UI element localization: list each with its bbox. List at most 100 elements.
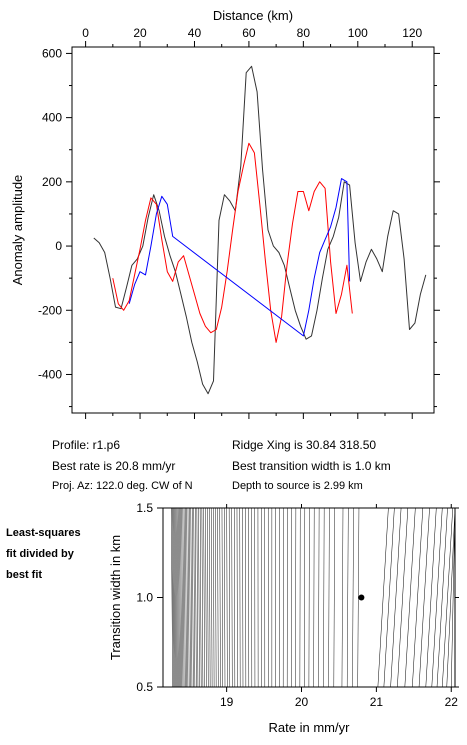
contour-line [228,507,231,688]
contour-line [442,507,454,688]
contour-line [186,507,189,688]
width-tick-label: 1.0 [136,591,153,605]
series-line-2 [112,142,353,343]
side-caption-line-1: Least-squares [6,527,81,539]
contour-line [196,507,199,688]
side-caption-line-3: best fit [6,569,43,581]
contour-line [224,507,226,688]
width-tick-label: 1.5 [136,501,153,515]
rate-tick-label: 22 [445,695,459,709]
contour-line [404,507,416,688]
side-caption-line-2: fit divided by [6,548,74,560]
y-tick-label: -400 [38,367,62,381]
contour-line [328,507,330,688]
contour-line [390,507,402,688]
contour-line [185,507,187,688]
contour-line [383,507,395,688]
contour-line [425,507,437,688]
contour-line [346,507,349,688]
contour-line [313,507,315,688]
contour-line [226,507,228,688]
top-plot-frame [71,46,435,414]
side-caption: Least-squares fit divided by best fit [6,523,81,586]
contour-line [213,507,215,688]
series-line-3 [128,178,351,337]
x-tick-label: 80 [297,26,311,40]
rate-tick-label: 20 [295,695,309,709]
contour-line [183,507,186,688]
contour-line [173,507,176,688]
contour-line [323,507,325,688]
misfit-contour-plot: 19 20 21 22 0.5 1.0 1.5 Rate in mm/yr Transition… [108,501,459,735]
y-tick-label: -200 [38,303,62,317]
contour-line [217,507,219,688]
contour-line [397,507,409,688]
contour-line [207,507,209,688]
rate-tick-label: 19 [220,695,234,709]
contour-line [236,507,238,688]
contour-line [352,507,354,688]
contour-line [193,507,196,688]
x-tick-label: 120 [402,26,422,40]
x-tick-label: 60 [242,26,256,40]
contour-line [198,507,200,688]
contour-line [201,507,204,688]
contour-line [189,507,191,688]
x-tick-label: 40 [188,26,202,40]
contour-line [203,507,205,688]
x-tick-label: 100 [348,26,368,40]
x-tick-label: 20 [133,26,147,40]
contour-line [176,507,179,688]
x-tick-label: 0 [82,26,89,40]
ridge-crossing-text: Ridge Xing is 30.84 318.50 [232,438,377,452]
contour-line [446,507,456,688]
contour-line [187,507,190,688]
contour-line [412,507,424,688]
best-rate-text: Best rate is 20.8 mm/yr [52,459,176,473]
contour-line [171,507,173,688]
contour-line [357,507,360,688]
contour-line [221,507,223,688]
best-transition-text: Best transition width is 1.0 km [232,459,391,473]
contour-line [172,507,175,688]
projection-azimuth-text: Proj. Az: 122.0 deg. CW of N [52,480,193,492]
contour-line [174,507,177,688]
y-tick-label: 0 [55,239,62,253]
contour-line [199,507,202,688]
y-axis-title: Anomaly amplitude [10,175,25,286]
profile-text: Profile: r1.p6 [52,438,121,452]
contour-line [175,507,178,688]
contour-line [209,507,211,688]
contour-line [451,507,456,688]
y-tick-label: 600 [42,46,62,60]
contour-line [182,507,185,688]
depth-to-source-text: Depth to source is 2.99 km [232,480,363,492]
contour-line [181,507,184,688]
contour-line [191,507,194,688]
contour-line [190,507,193,688]
contour-line [215,507,217,688]
rate-tick-label: 21 [370,695,384,709]
x-axis-title: Distance (km) [213,8,293,23]
width-axis-title: Transition width in km [108,535,123,660]
contour-line [318,507,320,688]
contour-line [431,507,443,688]
contour-line [177,507,180,688]
y-tick-label: 400 [42,111,62,125]
y-tick-label: 200 [42,175,62,189]
contour-line [234,507,236,688]
contour-line [205,507,207,688]
contour-line [171,507,174,688]
contour-line [436,507,448,688]
series-line-1 [93,65,427,395]
contour-lines [171,507,456,688]
contour-line [333,507,335,688]
anomaly-plot: 0 20 40 60 80 100 120 -400 -200 0 200 400 600 Distanc… [10,8,440,419]
contour-line [180,507,183,688]
contour-line [341,507,344,688]
rate-axis-title: Rate in mm/yr [269,720,351,735]
contour-line [308,507,310,688]
contour-line [377,507,389,688]
contour-line [231,507,233,688]
